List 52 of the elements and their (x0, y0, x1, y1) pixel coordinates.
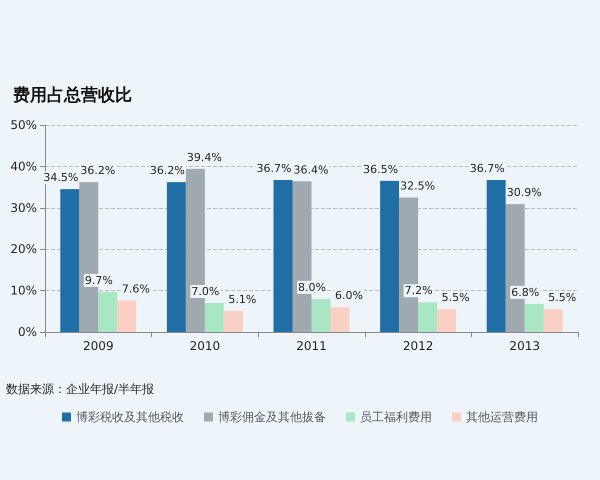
data-label: 5.5% (548, 291, 576, 304)
bar (437, 309, 456, 332)
x-tick-label: 2012 (402, 339, 434, 353)
data-label: 36.2% (150, 164, 185, 178)
x-tick-label: 2009 (83, 339, 114, 353)
legend-label: 其他运营费用 (466, 410, 538, 424)
bar (524, 304, 544, 332)
y-tick-label: 50% (10, 118, 37, 132)
legend-label: 员工福利费用 (360, 410, 432, 424)
bar (486, 180, 506, 332)
bar (224, 310, 243, 332)
x-tick-label: 2011 (296, 339, 327, 353)
data-label: 32.5% (400, 179, 436, 192)
bar (204, 303, 224, 332)
x-tick-label: 2010 (190, 339, 220, 353)
y-tick-label: 30% (10, 200, 37, 215)
data-label: 36.7% (256, 162, 292, 176)
bar (117, 300, 136, 332)
bar (312, 298, 330, 332)
y-tick-label: 40% (10, 159, 37, 174)
data-label: 30.9% (506, 186, 542, 200)
chart-title: 费用占总营收比 (12, 86, 132, 106)
data-label: 36.2% (80, 164, 116, 178)
data-label: 5.1% (228, 292, 256, 306)
bar (60, 189, 80, 332)
bar (418, 302, 438, 332)
y-tick-label: 0% (18, 325, 37, 339)
bar (166, 182, 186, 332)
bar (380, 180, 400, 332)
data-label: 34.5% (43, 171, 78, 184)
data-label: 6.0% (335, 289, 363, 302)
legend-label: 博彩税收及其他税收 (76, 410, 184, 424)
data-label: 36.7% (470, 162, 505, 176)
bar (544, 309, 563, 332)
data-label: 9.7% (84, 274, 113, 287)
bar (330, 307, 350, 332)
data-label: 5.5% (442, 291, 470, 304)
y-tick-label: 10% (10, 284, 37, 298)
data-label: 7.0% (191, 285, 220, 298)
data-label: 7.2% (404, 284, 433, 298)
bar (98, 292, 118, 332)
y-tick-label: 20% (10, 242, 37, 256)
data-label: 8.0% (298, 280, 326, 294)
data-label: 36.4% (294, 163, 328, 176)
legend-label: 博彩佣金及其他拔备 (218, 410, 326, 424)
data-label: 36.5% (363, 162, 398, 176)
data-label: 39.4% (186, 150, 222, 164)
bar (274, 180, 292, 332)
source-note: 数据来源：企业年报/半年报 (6, 382, 154, 396)
data-label: 6.8% (511, 286, 540, 299)
x-tick-label: 2013 (509, 339, 540, 353)
data-label: 7.6% (122, 282, 150, 296)
